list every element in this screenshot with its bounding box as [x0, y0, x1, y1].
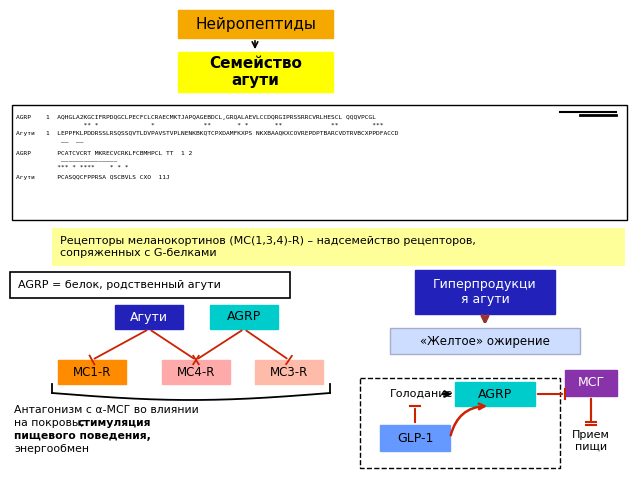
Bar — [415, 270, 555, 314]
Text: на покровы,: на покровы, — [14, 418, 88, 428]
Bar — [162, 360, 230, 384]
Text: Голодание: Голодание — [390, 389, 453, 399]
Bar — [455, 382, 535, 406]
Text: Нейропептиды: Нейропептиды — [195, 16, 316, 32]
Text: GLP-1: GLP-1 — [397, 432, 433, 444]
Text: ———————————————: ——————————————— — [16, 159, 117, 164]
Text: AGRP: AGRP — [227, 311, 261, 324]
Bar — [10, 272, 290, 298]
Text: AGRP       PCATCVCRT MKRECVCRKLFCBMHPCL TT  1 2: AGRP PCATCVCRT MKRECVCRKLFCBMHPCL TT 1 2 — [16, 151, 192, 156]
Text: ——  ——: —— —— — [16, 140, 83, 145]
Text: Агути   1  LEPPFKLPDDRSSLRSQSSQVTLDVPAVSTVPLNENKBKQTCPXDAMFKXPS NKXBAAQKXCOVREPD: Агути 1 LEPPFKLPDDRSSLRSQSSQVTLDVPAVSTVP… — [16, 131, 399, 136]
Text: MC4-R: MC4-R — [177, 365, 215, 379]
Text: энергообмен: энергообмен — [14, 444, 89, 454]
Text: MC1-R: MC1-R — [73, 365, 111, 379]
Bar — [115, 305, 183, 329]
Text: MC3-R: MC3-R — [270, 365, 308, 379]
Bar — [255, 360, 323, 384]
Bar — [360, 378, 560, 468]
Bar — [390, 328, 580, 354]
Bar — [178, 10, 333, 38]
Text: Семейство
агути: Семейство агути — [209, 56, 302, 88]
Text: стимуляция: стимуляция — [77, 418, 150, 428]
Text: Агути: Агути — [130, 311, 168, 324]
Bar — [178, 52, 333, 92]
Bar — [565, 370, 617, 396]
Text: AGRP: AGRP — [478, 387, 512, 400]
Bar — [210, 305, 278, 329]
Text: ** *              *             **       * *       **             **         ***: ** * * ** * * ** ** *** — [16, 123, 383, 128]
Text: *** * ****    * * *: *** * **** * * * — [16, 165, 129, 170]
Bar — [380, 425, 450, 451]
Bar — [12, 105, 627, 220]
Text: МСГ: МСГ — [577, 376, 605, 389]
Text: AGRP    1  AQHGLA2KGCIFRPDQGCLPECFCLCRAECMKTJAPQAGEBDCL,GRQALAEVLCCDQRGIPRSSRRCV: AGRP 1 AQHGLA2KGCIFRPDQGCLPECFCLCRAECMKT… — [16, 115, 376, 120]
Text: Гиперпродукци
я агути: Гиперпродукци я агути — [433, 278, 537, 306]
Text: Рецепторы меланокортинов (MC(1,3,4)-R) – надсемейство рецепторов,
сопряженных с : Рецепторы меланокортинов (MC(1,3,4)-R) –… — [60, 236, 476, 258]
Text: «Желтое» ожирение: «Желтое» ожирение — [420, 335, 550, 348]
Text: Агути      PCASQQCFPPRSA QSCBVLS CXO  11J: Агути PCASQQCFPPRSA QSCBVLS CXO 11J — [16, 175, 170, 180]
Text: AGRP = белок, родственный агути: AGRP = белок, родственный агути — [18, 280, 221, 290]
Text: пищевого поведения,: пищевого поведения, — [14, 431, 151, 441]
Bar — [52, 228, 625, 266]
Text: Прием
пищи: Прием пищи — [572, 430, 610, 452]
Text: Антагонизм с α-МСГ во влиянии: Антагонизм с α-МСГ во влиянии — [14, 405, 199, 415]
Bar — [58, 360, 126, 384]
